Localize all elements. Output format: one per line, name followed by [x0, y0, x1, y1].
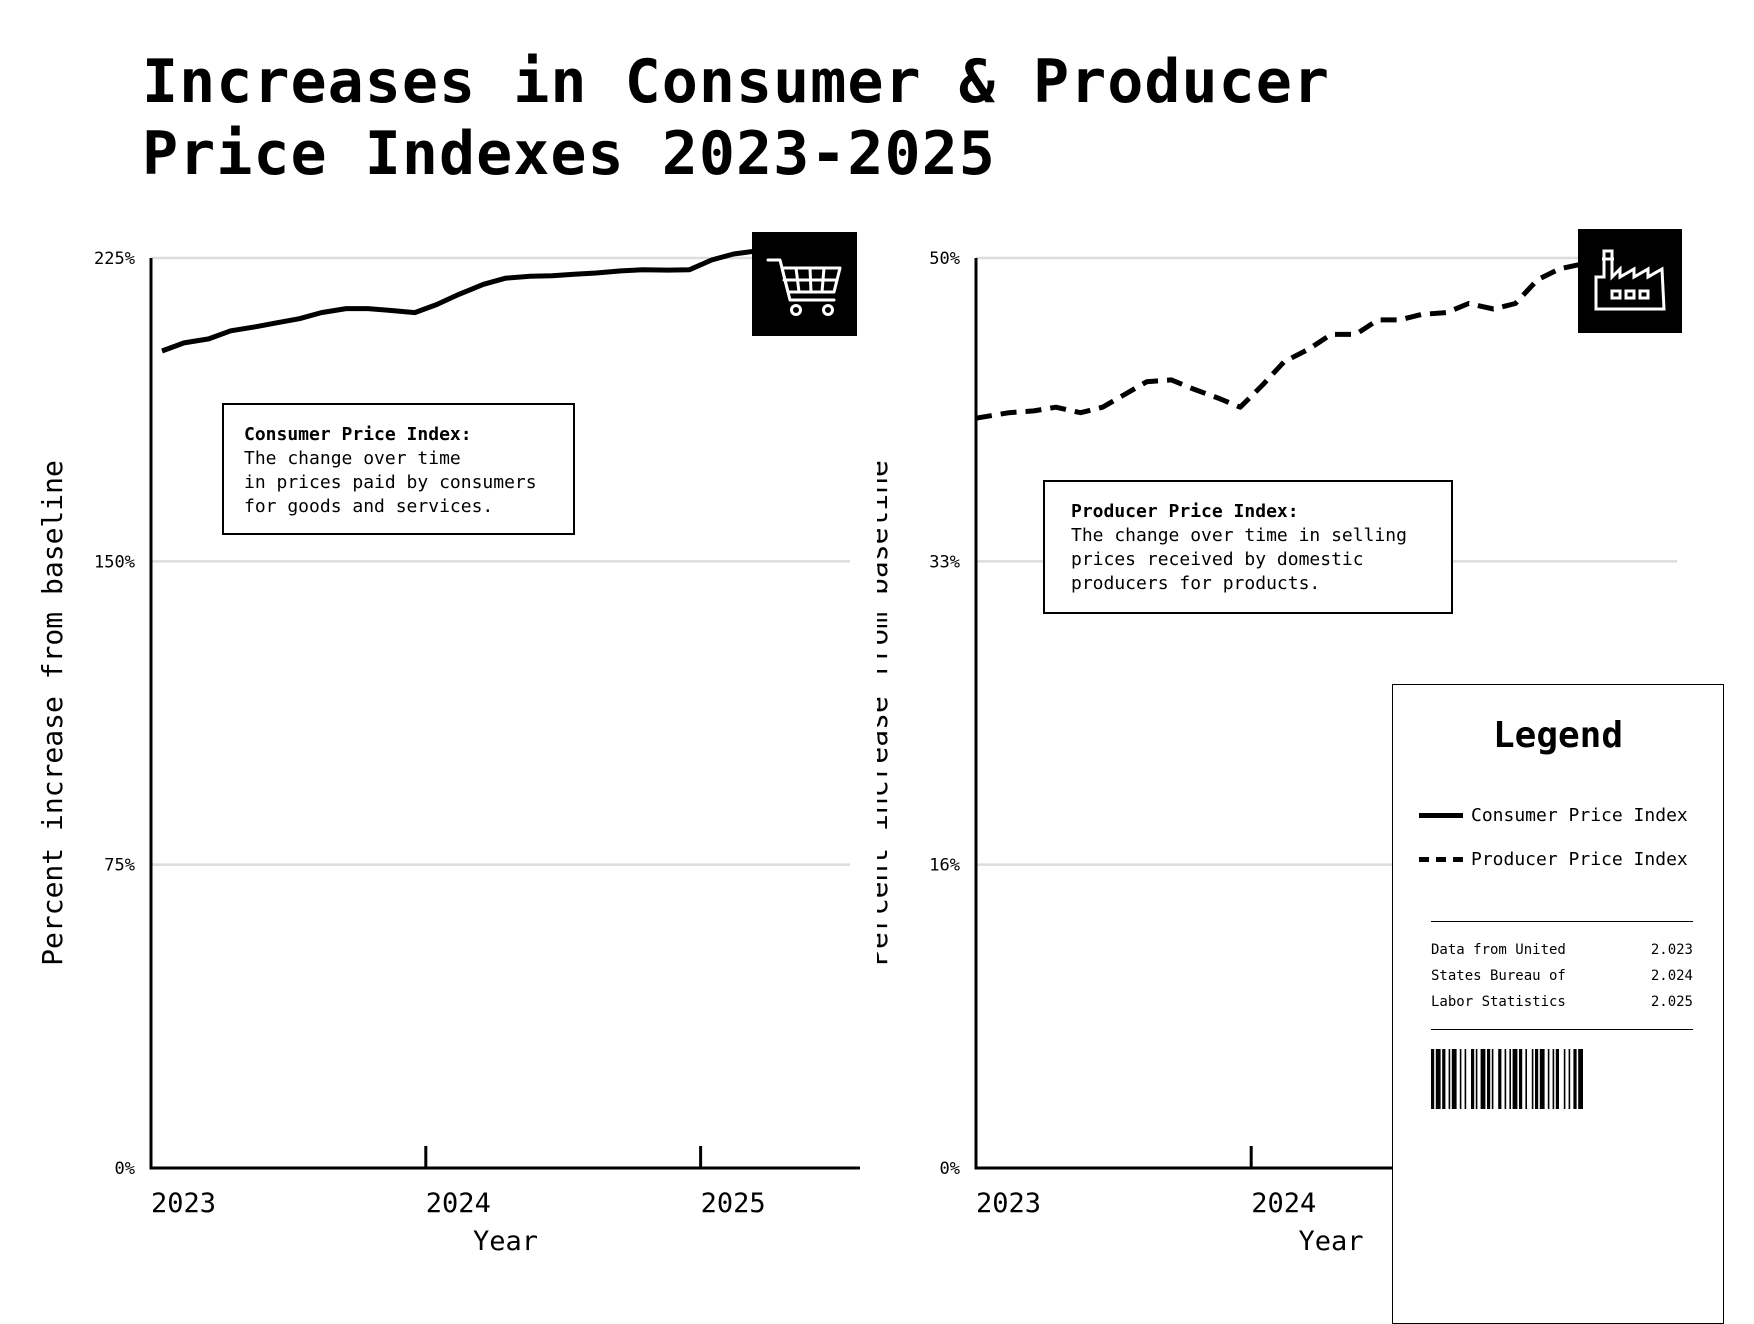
barcode-bar	[1471, 1049, 1475, 1109]
cpi-chart: 0% 75% 150% 225% 2023 2024 2025 Year Percent inc…	[36, 248, 860, 1257]
barcode-bar	[1435, 1049, 1441, 1109]
legend-year-2: 2.024	[1650, 968, 1693, 984]
barcode-bar	[1504, 1049, 1507, 1109]
page-title: Increases in Consumer & Producer Price I…	[142, 46, 1330, 190]
legend-entry-ppi-label: Producer Price Index	[1471, 848, 1688, 870]
ppi-x-axis-title: Year	[1298, 1226, 1363, 1257]
cpi-ytick-label: 0%	[115, 1159, 135, 1179]
barcode-bar	[1487, 1049, 1491, 1109]
barcode-bar	[1451, 1049, 1457, 1109]
barcode-bar	[1563, 1049, 1566, 1109]
ppi-xtick-label: 2023	[976, 1188, 1041, 1219]
legend-source-text: Data from United States Bureau of Labor …	[1431, 942, 1566, 1010]
legend-entry-ppi: Producer Price Index	[1419, 847, 1688, 871]
legend-year-3: 2.025	[1650, 994, 1693, 1010]
cpi-x-axis-title: Year	[473, 1226, 538, 1257]
legend-years: 2.023 2.024 2.025	[1651, 937, 1693, 1015]
barcode-bar	[1573, 1049, 1577, 1109]
factory-icon-box	[1578, 229, 1682, 333]
barcode-bar	[1491, 1049, 1494, 1109]
cpi-series-line	[161, 248, 759, 354]
legend-entry-cpi-label: Consumer Price Index	[1471, 804, 1688, 826]
legend-entry-cpi: Consumer Price Index	[1419, 803, 1688, 827]
legend-year-1: 2.023	[1650, 942, 1693, 958]
barcode-bar	[1568, 1049, 1571, 1109]
ppi-annotation: Producer Price Index: The change over ti…	[1043, 480, 1453, 614]
legend-dashed-line-swatch	[1419, 856, 1463, 862]
legend-divider-top	[1431, 921, 1693, 922]
barcode-bar	[1555, 1049, 1559, 1109]
cpi-annotation-title: Consumer Price Index:	[244, 424, 472, 445]
barcode-bar	[1431, 1049, 1435, 1109]
ppi-y-axis-title: Percent increase from baseline	[877, 460, 894, 966]
barcode-bar	[1459, 1049, 1462, 1109]
ppi-xtick-label: 2024	[1251, 1188, 1316, 1219]
ppi-ytick-label: 33%	[929, 552, 960, 572]
ppi-series-line	[975, 261, 1585, 421]
cpi-annotation: Consumer Price Index: The change over ti…	[222, 403, 575, 535]
barcode-bar	[1480, 1049, 1486, 1109]
barcode-bar	[1448, 1049, 1451, 1109]
legend-solid-line-swatch	[1419, 812, 1463, 818]
title-line-1: Increases in Consumer & Producer	[142, 47, 1330, 117]
barcode-bar	[1535, 1049, 1539, 1109]
cpi-ytick-label: 75%	[104, 856, 135, 876]
barcode-bar	[1525, 1049, 1527, 1109]
cpi-xtick-label: 2024	[426, 1188, 491, 1219]
ppi-annotation-title: Producer Price Index:	[1071, 501, 1299, 522]
factory-icon	[1594, 249, 1666, 311]
legend-title: Legend	[1492, 715, 1624, 756]
cpi-ytick-label: 225%	[94, 249, 135, 269]
cpi-xtick-label: 2023	[151, 1188, 216, 1219]
cpi-y-axis-title: Percent increase from baseline	[36, 460, 69, 966]
barcode-bar	[1442, 1049, 1446, 1109]
legend: Legend Consumer Price Index Producer Pri…	[1392, 684, 1724, 1324]
barcode-bar	[1531, 1049, 1534, 1109]
barcode-bar	[1464, 1049, 1467, 1109]
barcode-icon	[1431, 1049, 1583, 1109]
cpi-xtick-label: 2025	[701, 1188, 766, 1219]
barcode-bar	[1539, 1049, 1545, 1109]
cpi-ytick-label: 150%	[94, 552, 135, 572]
barcode-bar	[1498, 1049, 1502, 1109]
shopping-cart-icon	[766, 258, 842, 316]
legend-divider-bottom	[1431, 1029, 1693, 1030]
ppi-ytick-label: 50%	[929, 249, 960, 269]
barcode-bar	[1519, 1049, 1523, 1109]
barcode-bar	[1475, 1049, 1478, 1109]
barcode-bar	[1552, 1049, 1555, 1109]
title-line-2: Price Indexes 2023-2025	[142, 119, 996, 189]
barcode-bar	[1547, 1049, 1550, 1109]
shopping-cart-icon-box	[752, 232, 857, 336]
ppi-annotation-text: The change over time in selling prices r…	[1071, 525, 1407, 594]
barcode-bar	[1509, 1049, 1511, 1109]
ppi-ytick-label: 0%	[940, 1159, 960, 1179]
cpi-annotation-text: The change over time in prices paid by c…	[244, 448, 537, 517]
barcode-bar	[1512, 1049, 1518, 1109]
barcode-bar	[1578, 1049, 1583, 1109]
ppi-ytick-label: 16%	[929, 856, 960, 876]
